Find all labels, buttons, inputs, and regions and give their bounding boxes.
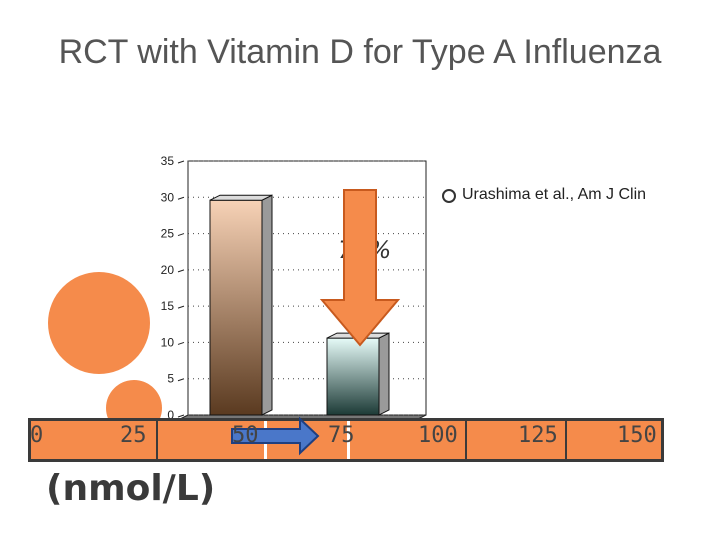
y-tick-label: 35 [161, 154, 175, 168]
y-tick [177, 269, 185, 273]
y-tick [177, 160, 185, 164]
bar [326, 337, 380, 416]
y-tick-label: 10 [161, 335, 175, 349]
y-tick-label: 20 [161, 263, 175, 277]
y-tick-label: 30 [161, 190, 175, 204]
y-tick-label: 0 [167, 408, 174, 422]
scale-label-125: 125 [518, 423, 558, 448]
y-tick [177, 378, 185, 382]
y-tick-label: 15 [161, 299, 175, 313]
y-tick-label: 5 [167, 372, 174, 386]
bar-top [209, 194, 273, 201]
unit-label: (nmol/L) [46, 468, 216, 509]
slide-title: RCT with Vitamin D for Type A Influenza [58, 33, 662, 71]
scale-label-75: 75 [328, 423, 355, 448]
y-tick [177, 305, 185, 309]
legend-marker-icon [442, 189, 456, 203]
y-tick [177, 341, 185, 345]
scale-divider [347, 421, 350, 459]
y-tick [177, 196, 185, 200]
scale-divider [565, 421, 567, 459]
scale-divider [156, 421, 158, 459]
serum-level-scale-bar [28, 418, 664, 462]
scale-label-100: 100 [418, 423, 458, 448]
decorative-circle-large [48, 272, 150, 374]
scale-label-50: 50 [232, 423, 259, 448]
y-tick [177, 233, 185, 237]
legend-label: Urashima et al., Am J Clin [462, 186, 647, 203]
y-tick [177, 414, 185, 418]
scale-label-0: 0 [30, 423, 44, 448]
scale-label-25: 25 [120, 423, 147, 448]
y-tick-label: 25 [161, 227, 175, 241]
scale-divider [465, 421, 467, 459]
chart-legend: Urashima et al., Am J Clin [442, 186, 646, 204]
scale-label-150: 150 [617, 423, 657, 448]
